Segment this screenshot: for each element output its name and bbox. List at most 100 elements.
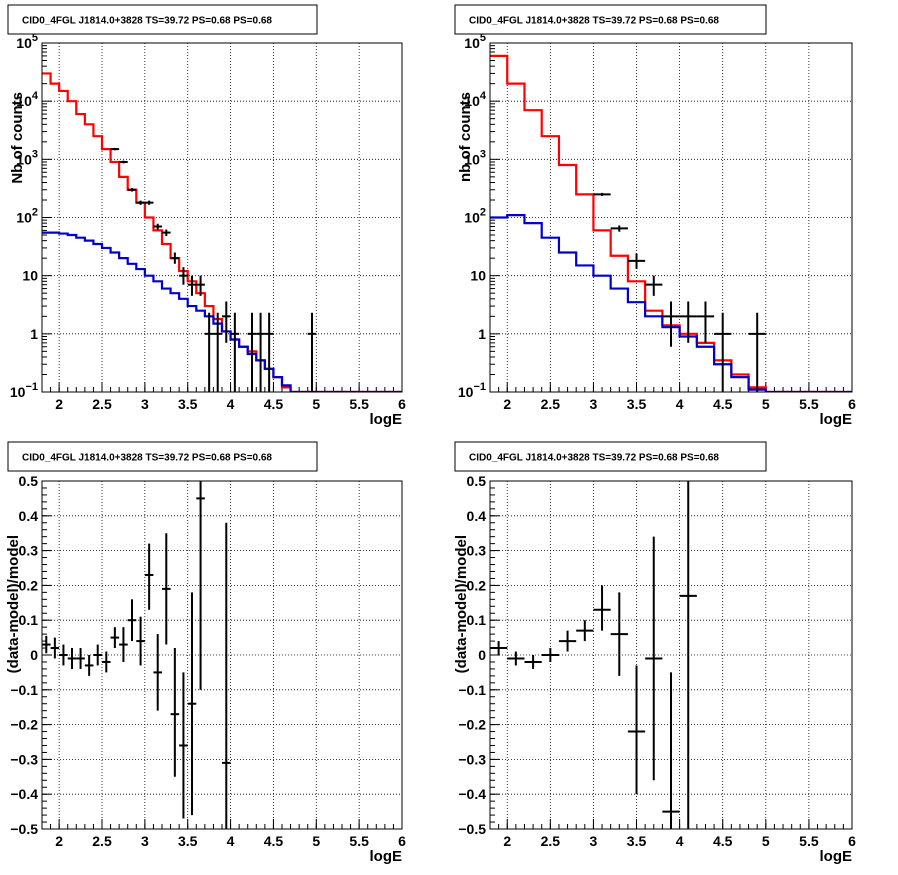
x-tick-label: 4.5 [264,833,284,849]
y-tick-label: 105 [16,32,38,51]
data-point [714,312,732,392]
data-point [558,630,577,652]
data-point [593,192,611,196]
y-tick-exponent: 3 [32,148,38,160]
y-tick-label: 1 [30,326,38,342]
data-point [748,312,766,392]
x-tick-label: 2.5 [92,833,112,849]
y-tick-label: 102 [464,207,486,226]
plot-area [490,481,697,829]
y-tick-label: 0 [478,647,486,663]
y-tick-label: 0.3 [467,543,487,559]
series-line [42,72,402,392]
plot-area [490,54,852,392]
x-tick-label: 4 [676,396,684,412]
data-point [179,267,188,285]
x-tick-label: 4.5 [264,396,284,412]
data-point [136,200,145,205]
data-point [162,533,171,645]
data-point [627,253,646,270]
data-point [110,147,120,151]
data-point [144,200,154,205]
chart-title: CID0_4FGL J1814.0+3828 TS=39.72 PS=0.68 … [22,16,272,27]
data-point [84,655,94,676]
data-point [119,627,128,662]
plot-frame [41,42,403,393]
y-tick-label: −0.3 [10,751,38,767]
y-tick-label: 10 [470,268,486,284]
x-axis-label: logE [820,848,853,865]
x-tick-label: 3.5 [627,396,647,412]
y-axis-label: nb of counts [457,92,474,182]
y-tick-exponent: 5 [32,32,38,44]
y-tick-label: 1 [478,326,486,342]
y-tick-label: −0.1 [10,682,38,698]
data-point [247,312,257,392]
x-tick-label: 3.5 [178,833,198,849]
x-tick-label: 2 [503,833,511,849]
data-point [170,648,180,777]
y-tick-label: 0.1 [467,612,487,628]
data-point [127,599,137,642]
x-tick-label: 6 [848,396,856,412]
x-tick-label: 5.5 [349,833,369,849]
x-tick-label: 4.5 [713,396,733,412]
x-tick-label: 6 [848,833,856,849]
x-tick-label: 6 [398,396,406,412]
data-point [93,644,102,666]
data-point [196,275,205,296]
y-tick-label: 0.3 [19,543,39,559]
y-tick-exponent: 3 [480,148,486,160]
y-tick-exponent: 4 [32,90,39,102]
title-box [7,441,318,472]
chart-1: CID0_4FGL J1814.0+3828 TS=39.72 PS=0.68 … [7,4,406,428]
x-tick-label: 5 [312,396,320,412]
y-tick-label: −0.5 [458,821,486,837]
y-tick-exponent: 5 [480,32,486,44]
x-tick-label: 2.5 [541,396,561,412]
y-tick-label: −0.3 [458,751,486,767]
y-tick-label: 102 [16,207,38,226]
data-point [627,665,646,795]
y-tick-label: 0 [30,647,38,663]
chart-title: CID0_4FGL J1814.0+3828 TS=39.72 PS=0.68 … [469,453,719,464]
data-point [230,312,240,392]
y-tick-exponent: 2 [480,207,486,219]
y-tick-label: 0.4 [19,508,39,524]
x-axis-label: logE [820,411,853,428]
data-point [119,160,128,164]
chart-title: CID0_4FGL J1814.0+3828 TS=39.72 PS=0.68 … [469,16,719,27]
y-axis-label: (data-model)/model [453,535,470,673]
chart-2: CID0_4FGL J1814.0+3828 TS=39.72 PS=0.68 … [454,4,856,428]
plot-area [42,481,231,829]
data-point [196,481,205,690]
y-tick-label: 105 [464,32,486,51]
data-point [696,301,715,343]
chart-title: CID0_4FGL J1814.0+3828 TS=39.72 PS=0.68 … [22,453,272,464]
data-point [179,672,188,819]
data-point [127,188,137,192]
x-tick-label: 4 [227,833,235,849]
data-point [170,252,180,264]
y-tick-exponent: −1 [473,381,486,393]
series-line [490,54,852,392]
y-tick-label: 0.4 [467,508,487,524]
plot-frame [489,480,853,830]
data-point [67,648,77,669]
y-tick-label: 0.2 [467,577,487,593]
title-box [454,4,767,35]
x-tick-label: 2.5 [541,833,561,849]
x-tick-label: 2 [503,396,511,412]
x-tick-label: 4 [227,396,235,412]
x-tick-label: 2 [55,396,63,412]
data-point [610,225,628,232]
data-point [645,275,663,296]
data-point [110,627,120,649]
y-tick-label: −0.4 [10,786,38,802]
x-tick-label: 2 [55,833,63,849]
plot-frame [489,42,853,393]
data-point [662,301,680,347]
series-line [42,231,402,392]
data-point [102,651,111,673]
